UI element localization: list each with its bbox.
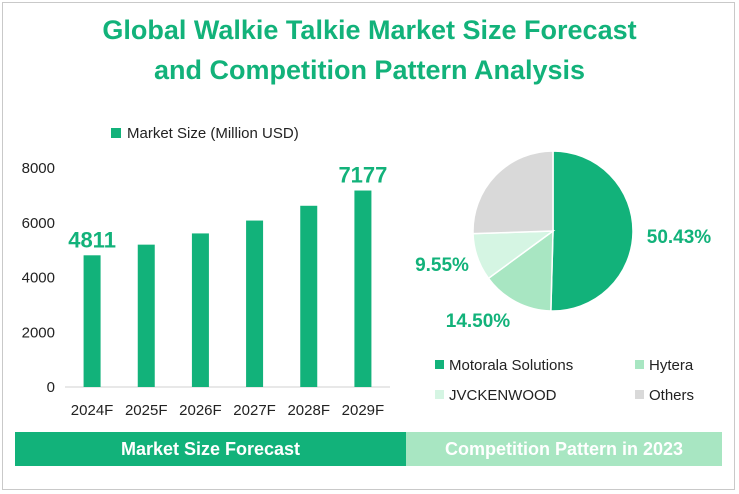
legend-swatch-hytera (635, 360, 644, 369)
x-tick-label: 2025F (125, 402, 168, 419)
legend-label-motorala-solutions: Motorala Solutions (449, 357, 573, 374)
x-tick-label: 2026F (179, 402, 222, 419)
footer-competition-pattern: Competition Pattern in 2023 (406, 432, 722, 466)
y-tick-label: 4000 (22, 270, 55, 287)
y-tick-label: 2000 (22, 324, 55, 341)
pie-slice-hytera (487, 229, 554, 312)
legend-swatch-motorala-solutions (435, 360, 444, 369)
bar-2026F (191, 233, 209, 387)
legend-label-others: Others (649, 387, 694, 404)
pie-slice-motorala-solutions (550, 150, 634, 312)
bar-2027F (246, 220, 264, 387)
bar-chart: Market Size (Million USD) 0 2000 4000 6000 80… (22, 125, 390, 419)
bar-2028F (300, 205, 318, 387)
x-tick-label: 2028F (287, 402, 330, 419)
bar-value-label: 7177 (338, 163, 387, 188)
x-tick-label: 2029F (342, 402, 385, 419)
y-tick-label: 6000 (22, 215, 55, 232)
pie-value-label: 9.55% (415, 255, 469, 276)
legend-swatch-others (635, 390, 644, 399)
page-title: Global Walkie Talkie Market Size Forecas… (0, 10, 739, 90)
pie-value-label: 50.43% (647, 227, 712, 248)
bar-2024F (83, 255, 101, 387)
pie-value-label: 14.50% (446, 311, 511, 332)
legend-label-hytera: Hytera (649, 357, 694, 374)
bar-value-label: 4811 (68, 227, 116, 252)
bar-2029F (354, 190, 372, 387)
y-tick-label: 8000 (22, 160, 55, 177)
footer-market-size-forecast: Market Size Forecast (15, 432, 406, 466)
x-tick-label: 2024F (71, 402, 114, 419)
legend-swatch-market-size (111, 128, 121, 138)
title-line-2: and Competition Pattern Analysis (153, 55, 586, 85)
pie-chart: 50.43% 14.50% 9.55% Motorala Solutions Hyter… (415, 150, 712, 404)
y-tick-label: 0 (47, 379, 55, 396)
pie-slice-others (472, 150, 554, 235)
legend-label-market-size: Market Size (Million USD) (127, 125, 299, 142)
legend-swatch-jvckenwood (435, 390, 444, 399)
x-tick-label: 2027F (233, 402, 276, 419)
bar-2025F (137, 244, 155, 387)
title-line-1: Global Walkie Talkie Market Size Forecas… (102, 15, 637, 45)
legend-label-jvckenwood: JVCKENWOOD (449, 387, 557, 404)
